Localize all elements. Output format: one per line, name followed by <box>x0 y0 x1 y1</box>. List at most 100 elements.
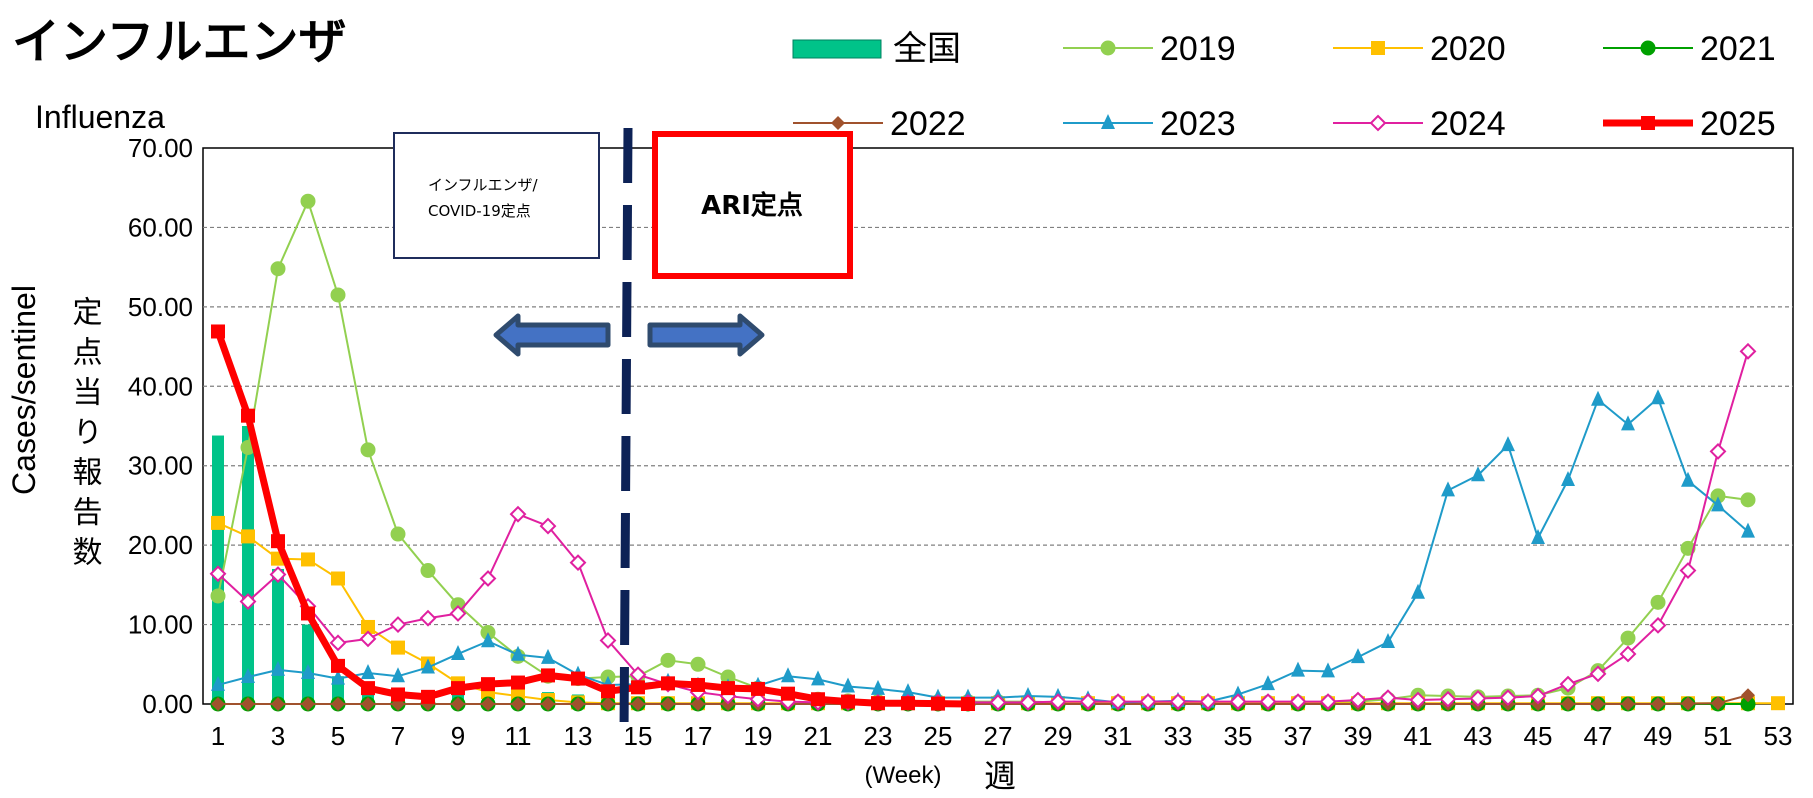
point-2024-w36 <box>1259 693 1277 711</box>
point-2023-w8 <box>421 658 435 674</box>
point-2024-w10 <box>479 570 497 587</box>
point-2024-w41 <box>1409 691 1427 709</box>
point-2025-w23 <box>871 696 885 711</box>
point-2023-w46 <box>1561 471 1575 487</box>
point-2023-w39 <box>1351 648 1365 664</box>
x-tick-label: 19 <box>744 721 773 751</box>
legend-label-2021: 2021 <box>1700 30 1776 68</box>
point-2024-w9 <box>449 605 467 622</box>
point-2025-w20 <box>781 686 795 701</box>
point-2025-w9 <box>451 681 465 696</box>
point-2024-w7 <box>389 616 407 633</box>
legend-entry-2020: 2020 <box>1333 30 1506 68</box>
point-2020-w5 <box>331 571 345 586</box>
point-2024-w50 <box>1679 562 1697 579</box>
y-tick-label: 0.00 <box>142 689 193 719</box>
y-tick-label: 70.00 <box>128 133 193 163</box>
point-2025-w4 <box>301 606 315 621</box>
bar-2 <box>242 426 254 704</box>
point-2025-w5 <box>331 658 345 673</box>
point-2024-w13 <box>569 554 587 572</box>
right-arrow <box>647 313 765 357</box>
point-2023-w52 <box>1741 522 1755 538</box>
series-2024 <box>209 342 1757 711</box>
point-2023-w36 <box>1261 675 1275 691</box>
left-box-line1: インフルエンザ/ <box>428 176 539 194</box>
point-2025-w11 <box>511 675 525 690</box>
legend-label-2023: 2023 <box>1160 105 1236 143</box>
legend-swatch-bar <box>792 39 882 59</box>
point-2024-w47 <box>1589 665 1607 683</box>
point-2020-w6 <box>361 619 375 634</box>
point-2024-w28 <box>1019 693 1037 711</box>
point-2019-w17 <box>690 656 706 672</box>
annotation-right-box: ARI定点 <box>652 131 853 279</box>
point-2024-w39 <box>1349 691 1367 709</box>
point-2022-w52 <box>1741 688 1755 703</box>
point-2020-w4 <box>301 552 315 567</box>
point-2023-w50 <box>1681 471 1695 487</box>
point-2023-w41 <box>1411 583 1425 599</box>
point-2025-w19 <box>751 681 765 696</box>
point-2025-w18 <box>721 681 735 696</box>
point-2024-w37 <box>1289 693 1307 711</box>
x-tick-label: 27 <box>984 721 1013 751</box>
left-arrow <box>493 313 611 357</box>
point-2024-w1 <box>209 565 227 583</box>
point-2019-w4 <box>300 193 316 209</box>
legend-marker-2020 <box>1371 41 1385 55</box>
chart-subtitle: Influenza <box>35 99 165 135</box>
point-2023-w37 <box>1291 661 1305 677</box>
y-tick-label: 20.00 <box>128 530 193 560</box>
x-tick-label: 47 <box>1584 721 1613 751</box>
x-tick-label: 29 <box>1044 721 1073 751</box>
point-2024-w2 <box>239 593 257 610</box>
point-2019-w49 <box>1650 594 1666 610</box>
point-2022-w46 <box>1561 697 1575 711</box>
point-2024-w35 <box>1229 693 1247 711</box>
point-2024-w29 <box>1049 693 1067 711</box>
x-tick-label: 11 <box>505 721 532 751</box>
point-2024-w43 <box>1469 690 1487 707</box>
legend-marker-2024 <box>1369 114 1387 132</box>
legend-label-2022: 2022 <box>890 105 966 143</box>
y-tick-label: 60.00 <box>128 212 193 242</box>
x-tick-label: 3 <box>271 721 285 751</box>
x-tick-label: 53 <box>1764 721 1793 751</box>
point-2022-w11 <box>511 697 525 711</box>
legend-marker-2022 <box>831 116 845 130</box>
point-2023-w6 <box>361 664 375 680</box>
y-tick-labels: 0.00 10.00 20.00 30.00 40.00 50.00 60.00 70.00 <box>128 133 193 719</box>
point-2024-w52 <box>1739 342 1757 360</box>
series-line-2022 <box>218 694 1749 705</box>
point-2023-w22 <box>841 677 855 693</box>
point-2022-w9 <box>451 697 465 711</box>
y-tick-label: 50.00 <box>128 292 193 322</box>
point-2022-w14 <box>601 697 615 711</box>
x-tick-label: 37 <box>1284 721 1313 751</box>
point-2022-w50 <box>1681 696 1695 711</box>
point-2024-w46 <box>1559 675 1577 693</box>
series-line-2025 <box>214 330 969 708</box>
legend-marker-2025 <box>1641 116 1655 130</box>
legend-marker-2019 <box>1100 40 1116 56</box>
point-2023-w49 <box>1651 389 1665 405</box>
point-2023-w2 <box>241 667 255 683</box>
point-2023-w5 <box>331 669 345 685</box>
point-2022-w16 <box>661 697 675 711</box>
point-2020-w1 <box>211 515 225 530</box>
x-tick-label: 13 <box>564 721 593 751</box>
legend-entry-2022: 2022 <box>793 105 966 143</box>
series-2019 <box>210 193 1756 710</box>
x-tick-label: 15 <box>624 721 653 751</box>
point-2022-w4 <box>301 697 315 711</box>
legend-label-2020: 2020 <box>1430 30 1506 68</box>
gridlines <box>203 226 1793 626</box>
point-2024-w49 <box>1649 616 1667 634</box>
point-2019-w6 <box>360 442 376 458</box>
x-tick-label: 45 <box>1524 721 1553 751</box>
x-tick-label: 9 <box>451 721 465 751</box>
point-2023-w3 <box>271 660 285 676</box>
legend-entry-2021: 2021 <box>1603 30 1776 68</box>
point-2024-w12 <box>539 517 557 535</box>
